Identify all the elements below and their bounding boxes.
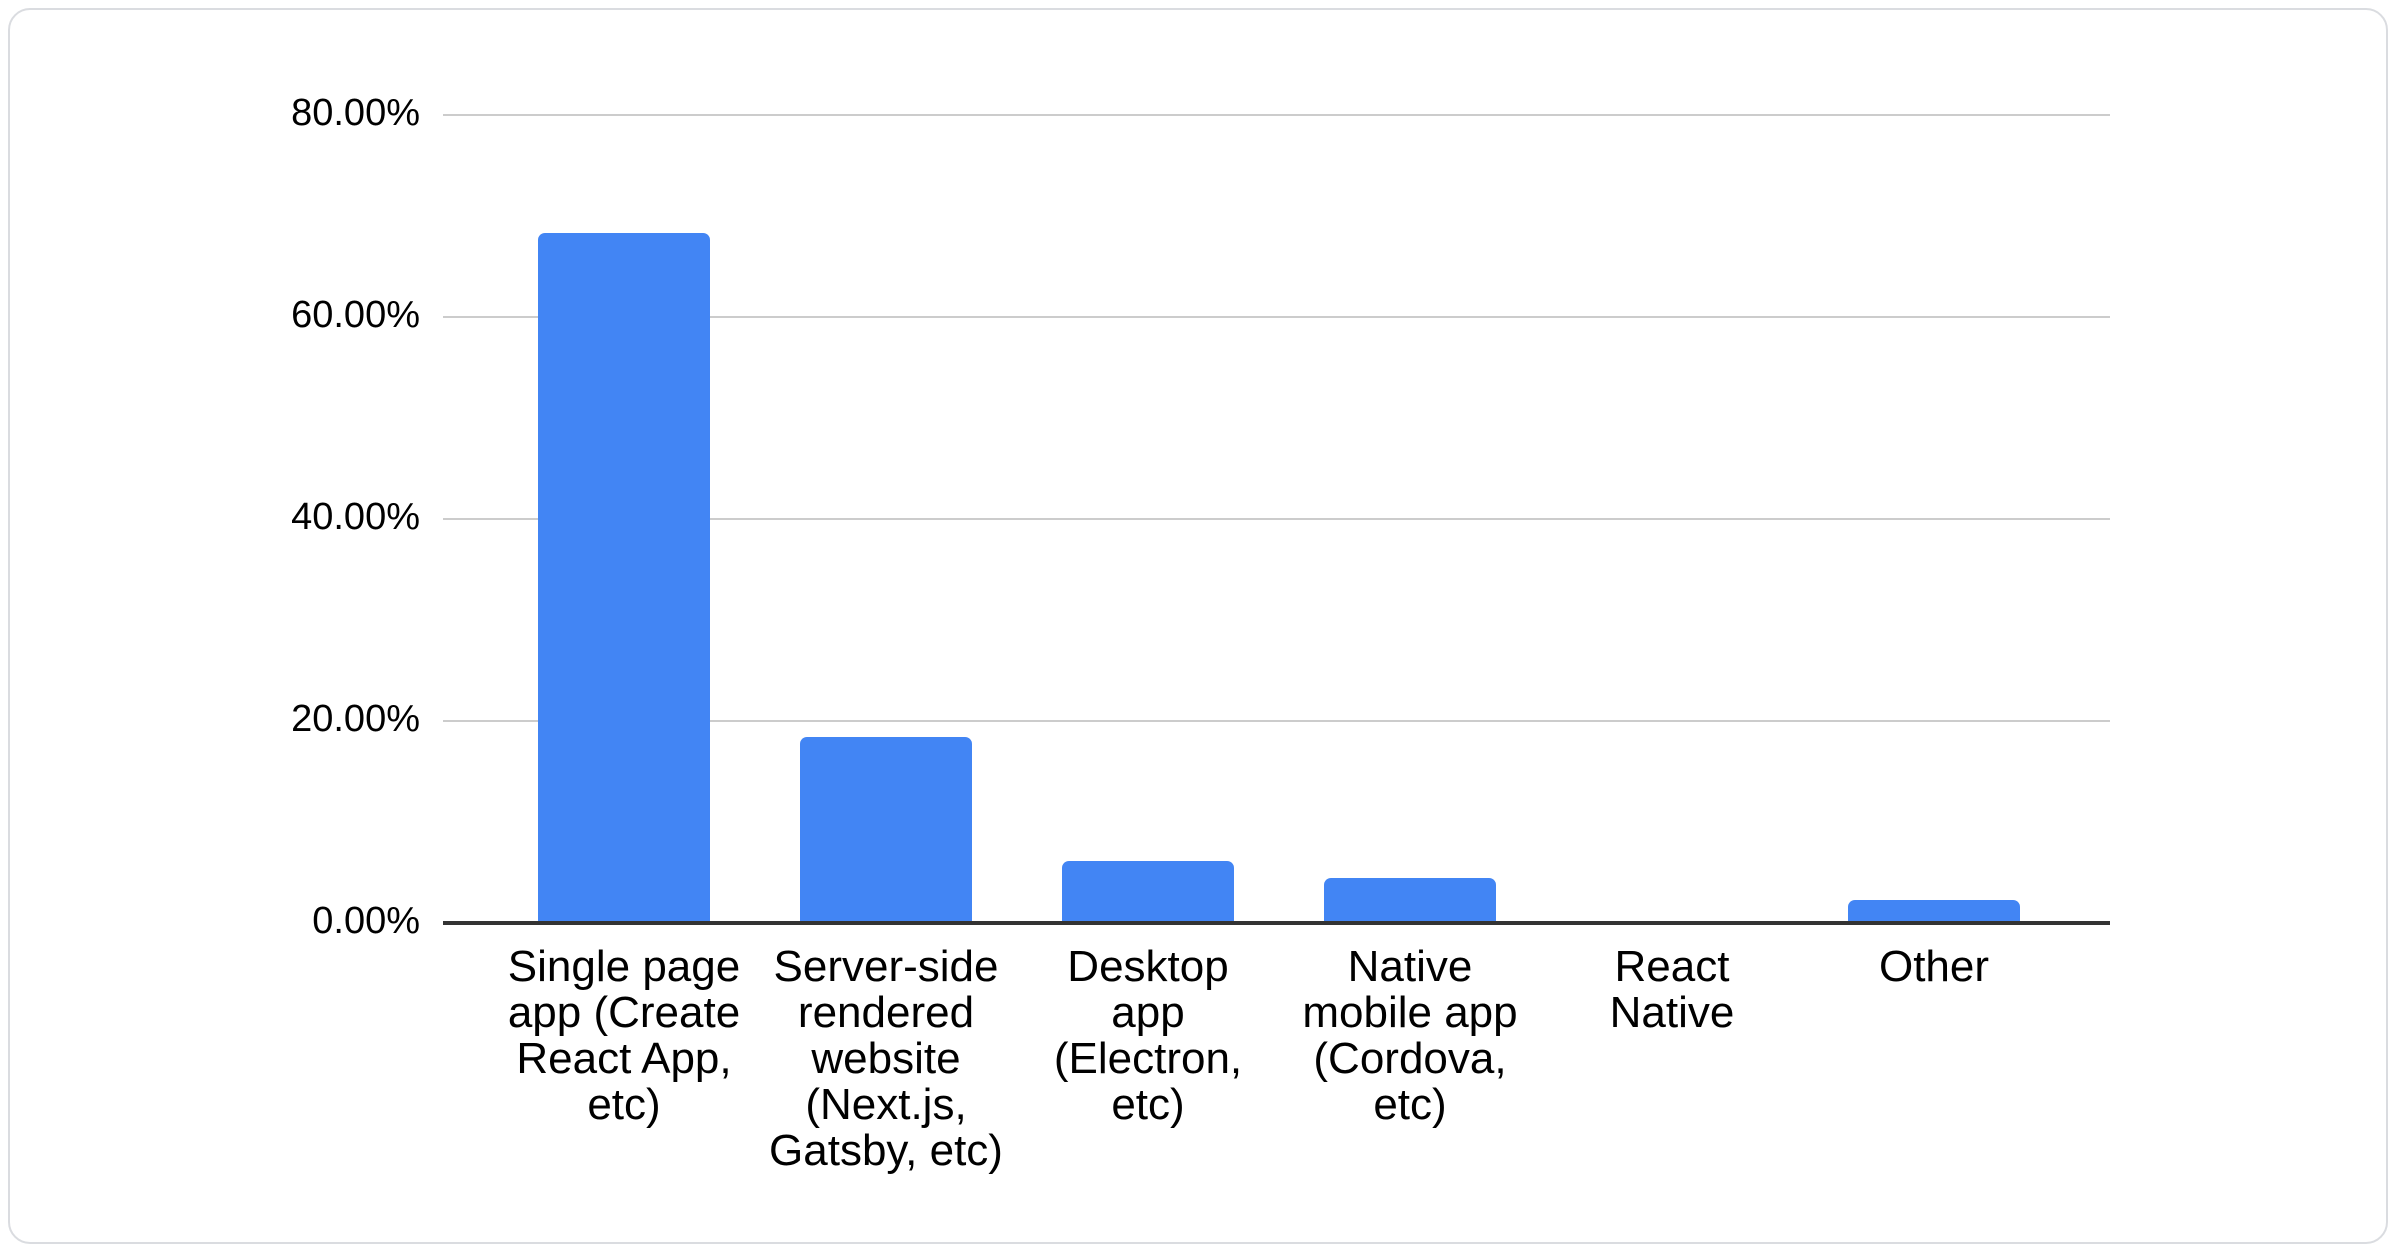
- y-axis-tick-label: 40.00%: [291, 495, 420, 538]
- chart-card: [8, 8, 2388, 1244]
- x-axis-category-label: Server-side rendered website (Next.js, G…: [769, 942, 1003, 1175]
- x-axis-category-label: Single page app (Create React App, etc): [507, 942, 741, 1129]
- y-axis-tick-label: 60.00%: [291, 293, 420, 336]
- x-axis-category-label: Other: [1878, 942, 1990, 991]
- chart-bar[interactable]: [1848, 900, 2020, 923]
- chart-bar[interactable]: [800, 737, 972, 923]
- y-axis-tick-label: 80.00%: [291, 91, 420, 134]
- gridline: [443, 720, 2110, 722]
- y-axis-tick-label: 20.00%: [291, 697, 420, 740]
- chart-bar[interactable]: [1324, 878, 1496, 923]
- gridline: [443, 518, 2110, 520]
- y-axis-tick-label: 0.00%: [312, 899, 420, 942]
- x-axis-category-label: Native mobile app (Cordova, etc): [1302, 942, 1518, 1129]
- x-axis-category-label: Desktop app (Electron, etc): [1053, 942, 1243, 1129]
- x-axis-category-label: React Native: [1609, 942, 1735, 1037]
- chart-bar[interactable]: [538, 233, 710, 923]
- chart-bar[interactable]: [1062, 861, 1234, 923]
- gridline: [443, 114, 2110, 116]
- gridline: [443, 316, 2110, 318]
- x-axis-line: [443, 921, 2110, 925]
